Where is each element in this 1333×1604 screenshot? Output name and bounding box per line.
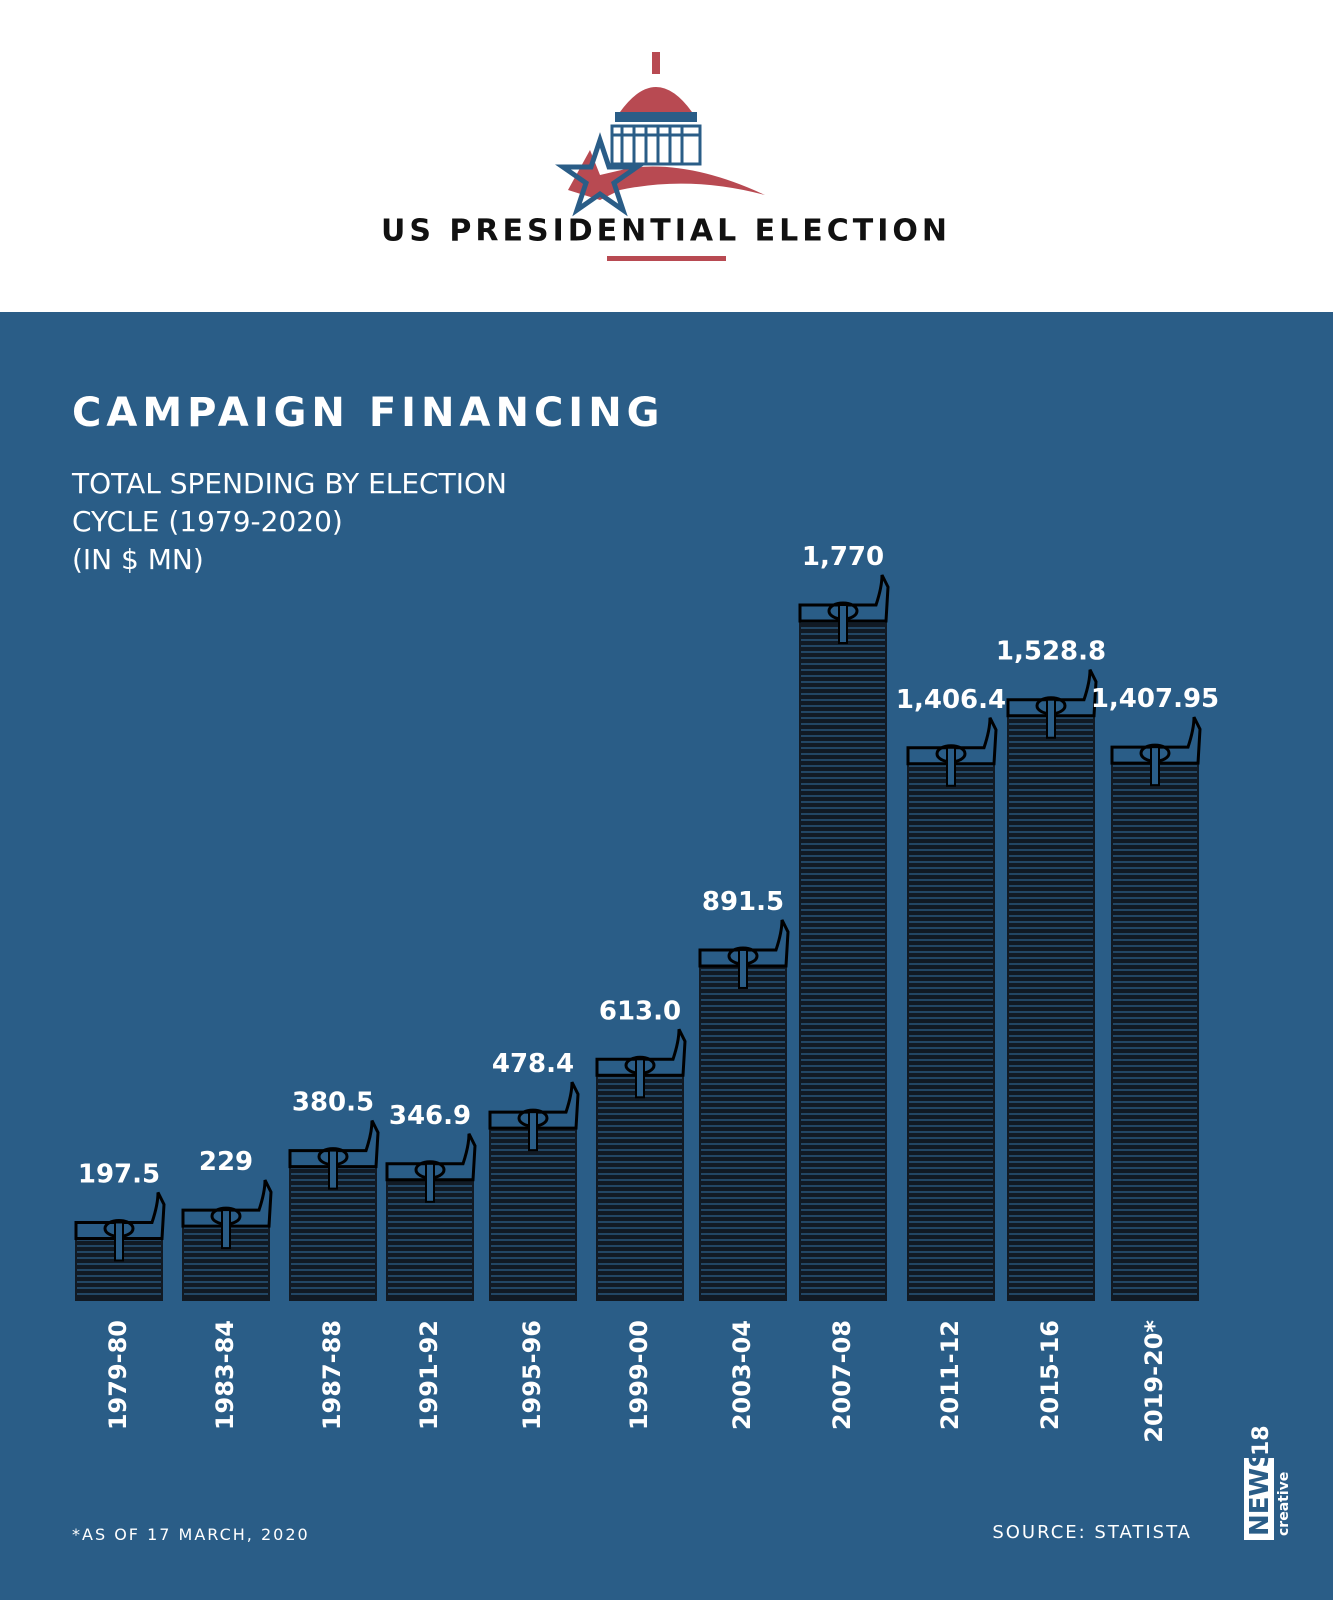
bill <box>288 1119 380 1169</box>
bill <box>906 717 998 766</box>
x-tick-label: 2011-12 <box>936 1320 964 1430</box>
value-label: 891.5 <box>702 887 784 917</box>
bar <box>699 948 787 1301</box>
bill-top <box>1006 669 1098 739</box>
bill-band <box>221 1209 231 1250</box>
source: SOURCE: STATISTA <box>992 1522 1192 1543</box>
bill-band <box>738 948 748 989</box>
x-tick-label: 1983-84 <box>211 1320 239 1430</box>
bill-top <box>698 919 790 989</box>
value-label: 478.4 <box>492 1049 574 1079</box>
brand-tag: creative <box>1276 1472 1292 1536</box>
bill <box>74 1191 166 1240</box>
x-tick-label: 1995-96 <box>518 1320 546 1430</box>
bill-band <box>114 1221 124 1262</box>
bill-top <box>488 1081 580 1152</box>
bill-top <box>906 717 998 787</box>
bill <box>1006 669 1098 718</box>
brand-number: 18 <box>1249 1425 1274 1456</box>
bill <box>1110 716 1202 765</box>
value-label: 229 <box>199 1147 253 1177</box>
header-rule <box>607 256 726 261</box>
bill-top <box>74 1191 166 1262</box>
bill-band <box>528 1111 538 1152</box>
bill <box>798 574 890 623</box>
bill-top <box>1110 716 1202 787</box>
value-label: 1,407.95 <box>1091 684 1219 714</box>
bar <box>907 746 995 1301</box>
bill-top <box>181 1179 273 1250</box>
bill-band <box>946 746 956 787</box>
x-tick-label: 1999-00 <box>625 1320 653 1430</box>
bill <box>488 1081 580 1130</box>
value-label: 1,770 <box>802 542 884 572</box>
x-tick-label: 2003-04 <box>728 1320 756 1430</box>
bar <box>1111 746 1199 1301</box>
value-label: 380.5 <box>292 1088 374 1118</box>
bill-band <box>635 1058 645 1099</box>
chart-subtitle: (IN $ MN) <box>72 543 204 576</box>
x-tick-label: 1991-92 <box>415 1320 443 1430</box>
chart-subtitle: CYCLE (1979-2020) <box>72 505 343 538</box>
bar <box>596 1058 684 1301</box>
bill-top <box>385 1133 477 1203</box>
x-tick-label: 1979-80 <box>104 1320 132 1430</box>
bill-band <box>838 604 848 644</box>
header-bg <box>0 0 1333 312</box>
chart-title: CAMPAIGN FINANCING <box>72 390 665 436</box>
header-title: US PRESIDENTIAL ELECTION <box>381 214 951 249</box>
x-tick-label: 2007-08 <box>828 1320 856 1430</box>
x-tick-label: 2019-20* <box>1140 1320 1168 1443</box>
footnote: *AS OF 17 MARCH, 2020 <box>72 1525 310 1544</box>
bar <box>799 604 887 1301</box>
value-label: 1,406.4 <box>896 685 1006 715</box>
value-label: 1,528.8 <box>996 637 1106 667</box>
value-label: 613.0 <box>599 996 681 1026</box>
bill-band <box>328 1149 338 1190</box>
bill <box>385 1133 477 1182</box>
bar <box>1007 698 1095 1301</box>
bill-top <box>798 574 890 644</box>
bill-band <box>1046 698 1056 739</box>
panel-bg <box>0 312 1333 1600</box>
brand-name: NEWS <box>1245 1449 1275 1536</box>
x-tick-label: 1987-88 <box>318 1320 346 1430</box>
brand-logo: NEWS 18 creative <box>1244 1425 1292 1540</box>
bill-top <box>288 1119 380 1190</box>
bill-band <box>425 1162 435 1203</box>
value-label: 346.9 <box>389 1101 471 1131</box>
capitol-logo <box>555 52 765 217</box>
bill-band <box>1150 746 1160 787</box>
bill <box>698 919 790 968</box>
bill <box>181 1179 273 1228</box>
value-label: 197.5 <box>78 1159 160 1189</box>
chart-subtitle: TOTAL SPENDING BY ELECTION <box>71 467 507 500</box>
x-tick-label: 2015-16 <box>1036 1320 1064 1430</box>
bill <box>595 1028 687 1077</box>
bill-top <box>595 1028 687 1099</box>
brand-box <box>1244 1458 1274 1540</box>
